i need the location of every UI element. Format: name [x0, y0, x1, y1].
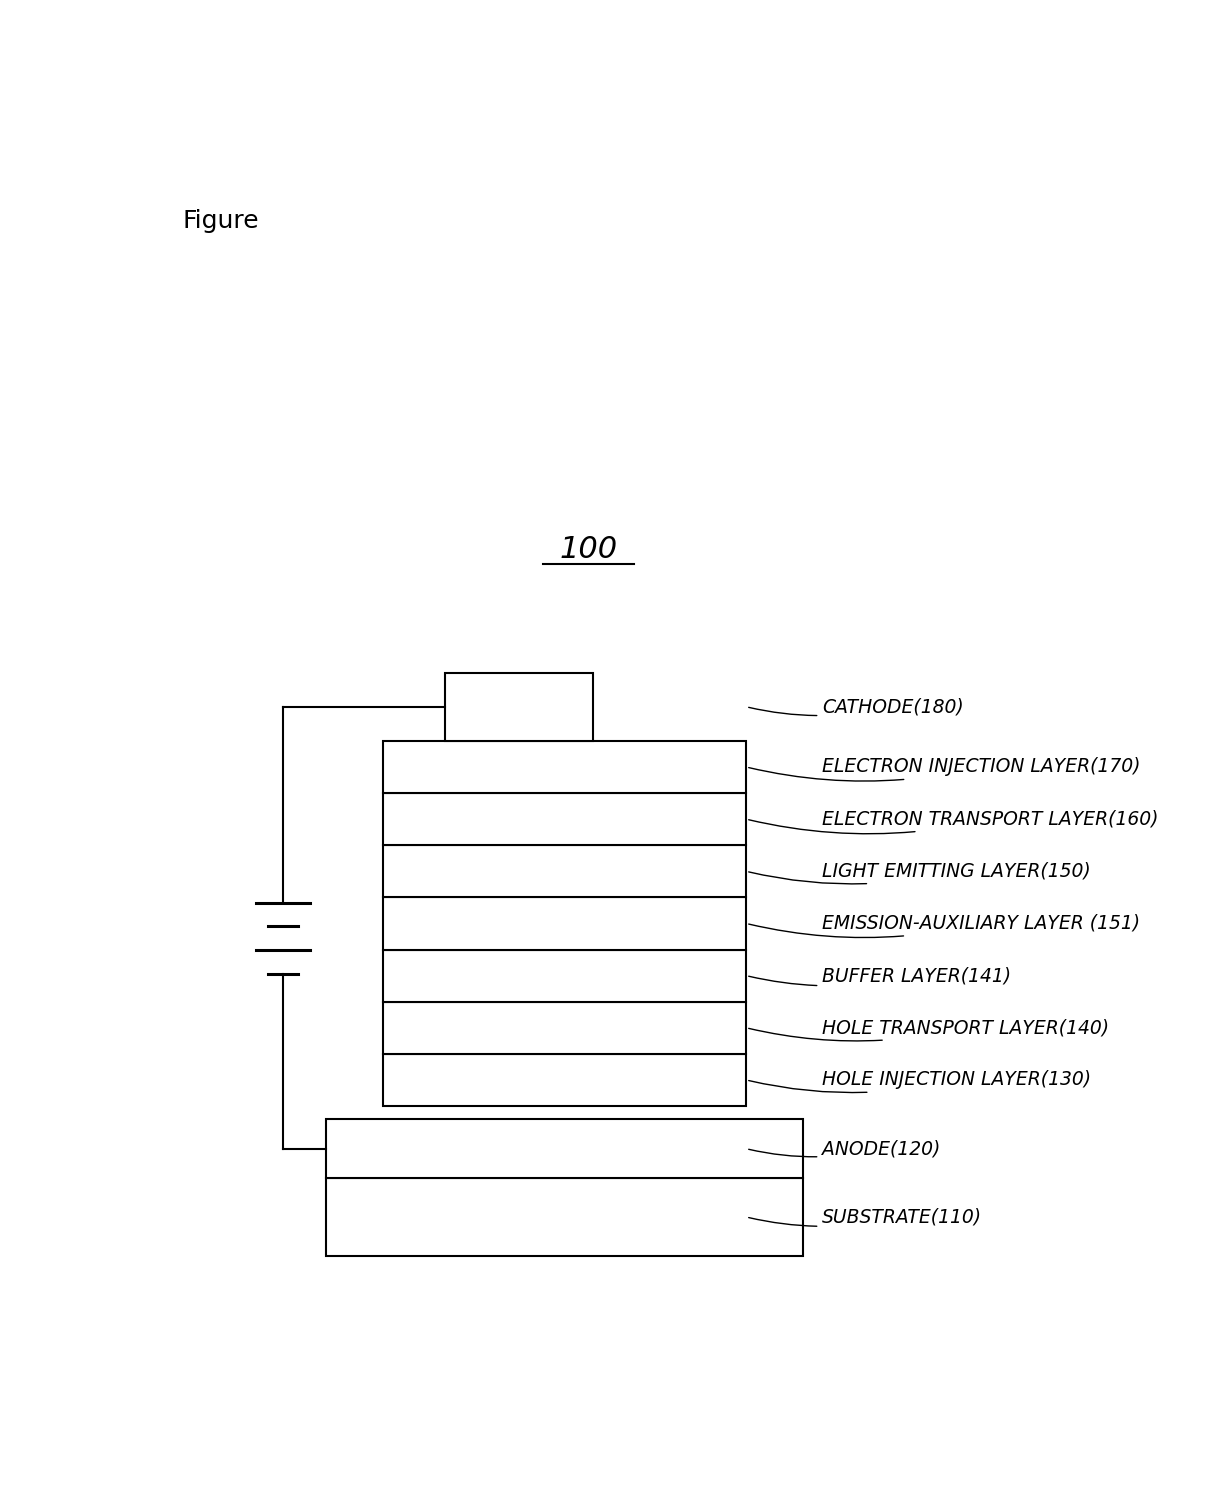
Bar	[325, 1178, 803, 1256]
Text: LIGHT EMITTING LAYER(150): LIGHT EMITTING LAYER(150)	[749, 862, 1092, 883]
Text: ELECTRON TRANSPORT LAYER(160): ELECTRON TRANSPORT LAYER(160)	[749, 810, 1159, 834]
Text: CATHODE(180): CATHODE(180)	[749, 697, 965, 716]
Text: Figure: Figure	[182, 209, 259, 233]
Text: BUFFER LAYER(141): BUFFER LAYER(141)	[749, 966, 1011, 985]
Text: ELECTRON INJECTION LAYER(170): ELECTRON INJECTION LAYER(170)	[749, 757, 1141, 781]
Bar	[383, 949, 747, 1002]
Text: SUBSTRATE(110): SUBSTRATE(110)	[749, 1208, 982, 1227]
Text: HOLE TRANSPORT LAYER(140): HOLE TRANSPORT LAYER(140)	[749, 1018, 1110, 1041]
Bar	[383, 1002, 747, 1054]
Bar	[445, 673, 594, 740]
Text: 100: 100	[559, 535, 617, 563]
Text: ANODE(120): ANODE(120)	[749, 1139, 941, 1158]
Text: HOLE INJECTION LAYER(130): HOLE INJECTION LAYER(130)	[749, 1071, 1092, 1092]
Bar	[383, 1054, 747, 1105]
Bar	[383, 897, 747, 949]
Text: EMISSION-AUXILIARY LAYER (151): EMISSION-AUXILIARY LAYER (151)	[749, 913, 1141, 937]
Bar	[325, 1119, 803, 1178]
Bar	[383, 846, 747, 897]
Bar	[383, 740, 747, 793]
Bar	[383, 793, 747, 846]
